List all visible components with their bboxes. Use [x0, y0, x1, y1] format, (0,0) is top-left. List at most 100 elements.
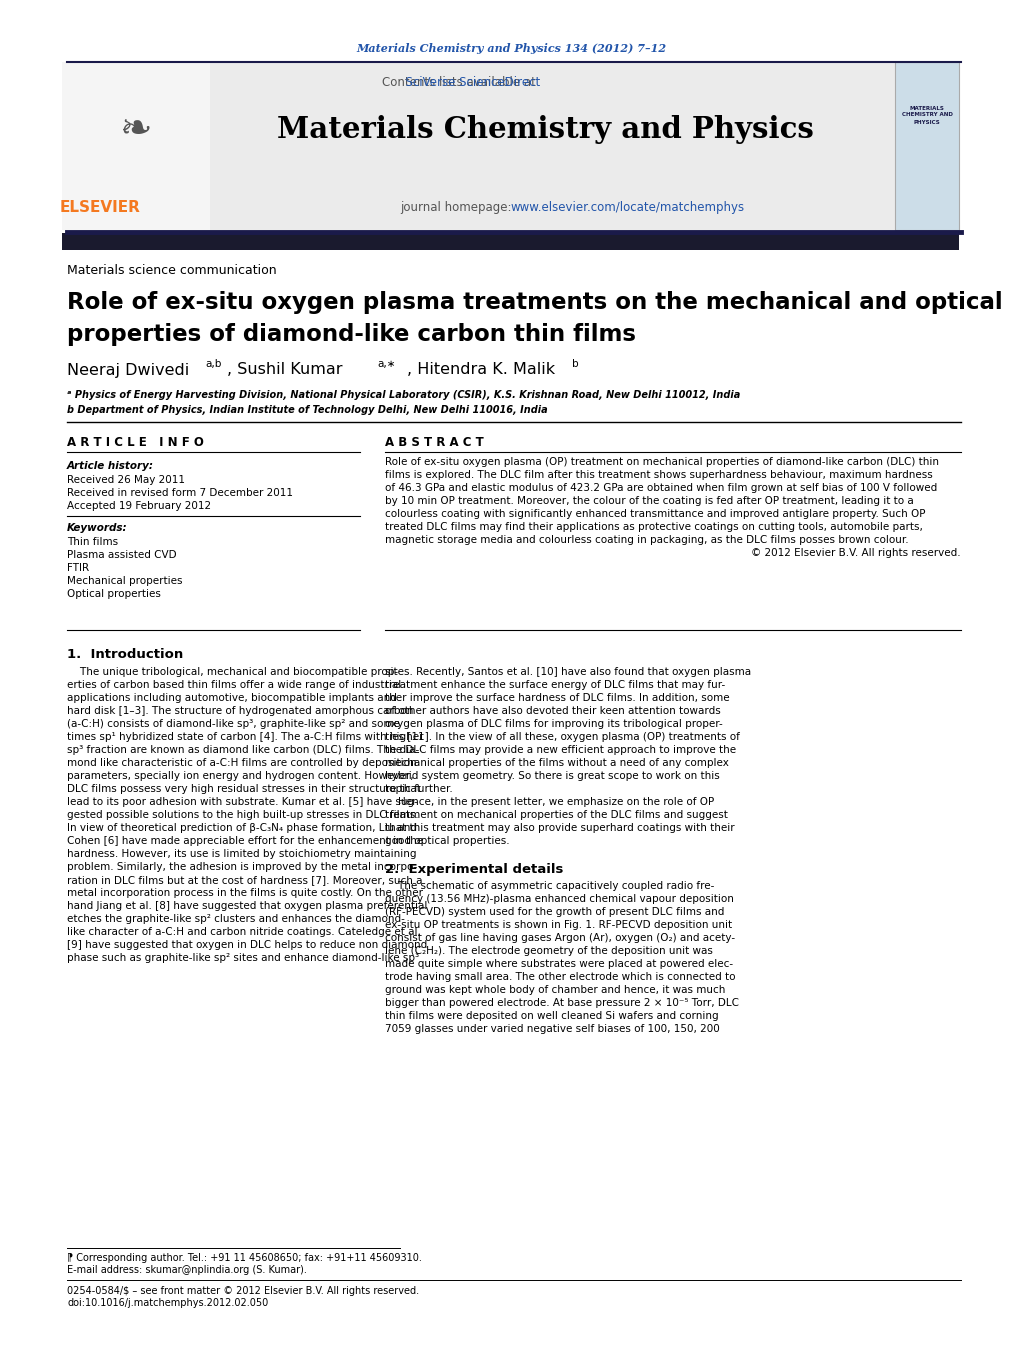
Text: sp³ fraction are known as diamond like carbon (DLC) films. The dia-: sp³ fraction are known as diamond like c… [67, 744, 420, 755]
Text: ground was kept whole body of chamber and hence, it was much: ground was kept whole body of chamber an… [385, 985, 725, 994]
Text: FTIR: FTIR [67, 563, 89, 573]
Text: hardness. However, its use is limited by stoichiometry maintaining: hardness. However, its use is limited by… [67, 848, 417, 859]
Text: by 10 min OP treatment. Moreover, the colour of the coating is fed after OP trea: by 10 min OP treatment. Moreover, the co… [385, 496, 914, 507]
Text: magnetic storage media and colourless coating in packaging, as the DLC films pos: magnetic storage media and colourless co… [385, 535, 909, 544]
Text: colourless coating with significantly enhanced transmittance and improved antigl: colourless coating with significantly en… [385, 509, 925, 519]
Text: made quite simple where substrates were placed at powered elec-: made quite simple where substrates were … [385, 959, 733, 969]
Text: b: b [572, 359, 579, 369]
Text: ties [11]. In the view of all these, oxygen plasma (OP) treatments of: ties [11]. In the view of all these, oxy… [385, 732, 740, 742]
Bar [895, 62, 959, 230]
Text: journal homepage:: journal homepage: [400, 200, 516, 213]
Text: , Hitendra K. Malik: , Hitendra K. Malik [407, 362, 555, 377]
Text: treated DLC films may find their applications as protective coatings on cutting : treated DLC films may find their applica… [385, 521, 923, 532]
Text: ᵃ Physics of Energy Harvesting Division, National Physical Laboratory (CSIR), K.: ᵃ Physics of Energy Harvesting Division,… [67, 390, 740, 400]
Text: topic further.: topic further. [385, 784, 452, 794]
Text: Neeraj Dwivedi: Neeraj Dwivedi [67, 362, 189, 377]
Text: hybrid system geometry. So there is great scope to work on this: hybrid system geometry. So there is grea… [385, 771, 720, 781]
Text: hard disk [1–3]. The structure of hydrogenated amorphous carbon: hard disk [1–3]. The structure of hydrog… [67, 707, 414, 716]
Text: oxygen plasma of DLC films for improving its tribological proper-: oxygen plasma of DLC films for improving… [385, 719, 723, 730]
Text: times sp¹ hybridized state of carbon [4]. The a-C:H films with higher: times sp¹ hybridized state of carbon [4]… [67, 732, 424, 742]
Text: etches the graphite-like sp² clusters and enhances the diamond-: etches the graphite-like sp² clusters an… [67, 915, 405, 924]
Text: Materials science communication: Materials science communication [67, 263, 277, 277]
Text: MATERIALS
CHEMISTRY AND
PHYSICS: MATERIALS CHEMISTRY AND PHYSICS [902, 105, 953, 124]
Text: bigger than powered electrode. At base pressure 2 × 10⁻⁵ Torr, DLC: bigger than powered electrode. At base p… [385, 998, 739, 1008]
Text: SciVerse ScienceDirect: SciVerse ScienceDirect [293, 76, 540, 89]
Text: www.elsevier.com/locate/matchemphys: www.elsevier.com/locate/matchemphys [510, 200, 744, 213]
Text: consist of gas line having gases Argon (Ar), oxygen (O₂) and acety-: consist of gas line having gases Argon (… [385, 934, 735, 943]
Text: Mechanical properties: Mechanical properties [67, 576, 183, 586]
Text: Accepted 19 February 2012: Accepted 19 February 2012 [67, 501, 211, 511]
Text: 7059 glasses under varied negative self biases of 100, 150, 200: 7059 glasses under varied negative self … [385, 1024, 720, 1034]
Text: quency (13.56 MHz)-plasma enhanced chemical vapour deposition: quency (13.56 MHz)-plasma enhanced chemi… [385, 894, 734, 904]
Text: Keywords:: Keywords: [67, 523, 128, 534]
Text: the DLC films may provide a new efficient approach to improve the: the DLC films may provide a new efficien… [385, 744, 736, 755]
Bar [62, 62, 210, 230]
Text: Cohen [6] have made appreciable effort for the enhancement in the: Cohen [6] have made appreciable effort f… [67, 836, 423, 846]
Text: thin films were deposited on well cleaned Si wafers and corning: thin films were deposited on well cleane… [385, 1011, 719, 1021]
Text: films is explored. The DLC film after this treatment shows superhardness behavio: films is explored. The DLC film after th… [385, 470, 933, 480]
Text: problem. Similarly, the adhesion is improved by the metal incorpo-: problem. Similarly, the adhesion is impr… [67, 862, 418, 871]
Text: Received in revised form 7 December 2011: Received in revised form 7 December 2011 [67, 488, 293, 499]
Text: doi:10.1016/j.matchemphys.2012.02.050: doi:10.1016/j.matchemphys.2012.02.050 [67, 1298, 269, 1308]
Text: 2.  Experimental details: 2. Experimental details [385, 863, 564, 877]
Text: like character of a-C:H and carbon nitride coatings. Cateledge et al.: like character of a-C:H and carbon nitri… [67, 927, 421, 938]
Text: properties of diamond-like carbon thin films: properties of diamond-like carbon thin f… [67, 323, 636, 346]
Text: mechanical properties of the films without a need of any complex: mechanical properties of the films witho… [385, 758, 729, 767]
Text: Optical properties: Optical properties [67, 589, 161, 598]
Text: ❧: ❧ [119, 111, 152, 149]
Text: Article history:: Article history: [67, 461, 154, 471]
Text: that this treatment may also provide superhard coatings with their: that this treatment may also provide sup… [385, 823, 735, 834]
Text: trode having small area. The other electrode which is connected to: trode having small area. The other elect… [385, 971, 735, 982]
Text: A R T I C L E   I N F O: A R T I C L E I N F O [67, 435, 204, 449]
Text: (RF-PECVD) system used for the growth of present DLC films and: (RF-PECVD) system used for the growth of… [385, 907, 724, 917]
Text: ration in DLC films but at the cost of hardness [7]. Moreover, such a: ration in DLC films but at the cost of h… [67, 875, 423, 885]
Text: ELSEVIER: ELSEVIER [59, 200, 141, 215]
Text: a,∗: a,∗ [377, 359, 395, 369]
Text: metal incorporation process in the films is quite costly. On the other: metal incorporation process in the films… [67, 888, 423, 898]
Text: parameters, specially ion energy and hydrogen content. However,: parameters, specially ion energy and hyd… [67, 771, 414, 781]
Text: applications including automotive, biocompatible implants and: applications including automotive, bioco… [67, 693, 397, 703]
Bar [62, 232, 959, 250]
Text: gested possible solutions to the high built-up stresses in DLC films.: gested possible solutions to the high bu… [67, 811, 419, 820]
Text: Received 26 May 2011: Received 26 May 2011 [67, 476, 185, 485]
Text: Hence, in the present letter, we emphasize on the role of OP: Hence, in the present letter, we emphasi… [385, 797, 715, 807]
Text: b Department of Physics, Indian Institute of Technology Delhi, New Delhi 110016,: b Department of Physics, Indian Institut… [67, 405, 547, 415]
Text: a,b: a,b [205, 359, 222, 369]
Text: Materials Chemistry and Physics 134 (2012) 7–12: Materials Chemistry and Physics 134 (201… [356, 42, 666, 54]
Text: phase such as graphite-like sp² sites and enhance diamond-like sp³: phase such as graphite-like sp² sites an… [67, 952, 420, 963]
Text: ⁋ Corresponding author. Tel.: +91 11 45608650; fax: +91+11 45609310.: ⁋ Corresponding author. Tel.: +91 11 456… [67, 1252, 422, 1263]
Text: treatment on mechanical properties of the DLC films and suggest: treatment on mechanical properties of th… [385, 811, 728, 820]
Text: © 2012 Elsevier B.V. All rights reserved.: © 2012 Elsevier B.V. All rights reserved… [751, 549, 961, 558]
Text: [9] have suggested that oxygen in DLC helps to reduce non diamond: [9] have suggested that oxygen in DLC he… [67, 940, 427, 950]
Text: lead to its poor adhesion with substrate. Kumar et al. [5] have sug-: lead to its poor adhesion with substrate… [67, 797, 418, 807]
Text: DLC films possess very high residual stresses in their structure that: DLC films possess very high residual str… [67, 784, 421, 794]
Text: (a-C:H) consists of diamond-like sp³, graphite-like sp² and some: (a-C:H) consists of diamond-like sp³, gr… [67, 719, 400, 730]
Text: Role of ex-situ oxygen plasma (OP) treatment on mechanical properties of diamond: Role of ex-situ oxygen plasma (OP) treat… [385, 457, 939, 467]
Text: In view of theoretical prediction of β-C₃N₄ phase formation, Liu and: In view of theoretical prediction of β-C… [67, 823, 417, 834]
Text: ther improve the surface hardness of DLC films. In addition, some: ther improve the surface hardness of DLC… [385, 693, 730, 703]
Bar [210, 62, 880, 230]
Text: lene (C₂H₂). The electrode geometry of the deposition unit was: lene (C₂H₂). The electrode geometry of t… [385, 946, 713, 957]
Text: , Sushil Kumar: , Sushil Kumar [227, 362, 342, 377]
Text: good optical properties.: good optical properties. [385, 836, 509, 846]
Text: A B S T R A C T: A B S T R A C T [385, 435, 484, 449]
Text: Thin films: Thin films [67, 536, 118, 547]
Text: The schematic of asymmetric capacitively coupled radio fre-: The schematic of asymmetric capacitively… [385, 881, 715, 892]
Text: ex-situ OP treatments is shown in Fig. 1. RF-PECVD deposition unit: ex-situ OP treatments is shown in Fig. 1… [385, 920, 732, 929]
Text: of other authors have also devoted their keen attention towards: of other authors have also devoted their… [385, 707, 721, 716]
Text: Contents lists available at: Contents lists available at [383, 76, 540, 89]
Text: E-mail address: skumar@nplindia.org (S. Kumar).: E-mail address: skumar@nplindia.org (S. … [67, 1265, 307, 1275]
Text: Plasma assisted CVD: Plasma assisted CVD [67, 550, 177, 561]
Text: Materials Chemistry and Physics: Materials Chemistry and Physics [277, 115, 814, 145]
Text: of 46.3 GPa and elastic modulus of 423.2 GPa are obtained when film grown at sel: of 46.3 GPa and elastic modulus of 423.2… [385, 484, 937, 493]
Text: erties of carbon based thin films offer a wide range of industrial: erties of carbon based thin films offer … [67, 680, 401, 690]
Text: treatment enhance the surface energy of DLC films that may fur-: treatment enhance the surface energy of … [385, 680, 725, 690]
Text: The unique tribological, mechanical and biocompatible prop-: The unique tribological, mechanical and … [67, 667, 398, 677]
Text: Role of ex-situ oxygen plasma treatments on the mechanical and optical: Role of ex-situ oxygen plasma treatments… [67, 290, 1003, 313]
Text: 0254-0584/$ – see front matter © 2012 Elsevier B.V. All rights reserved.: 0254-0584/$ – see front matter © 2012 El… [67, 1286, 420, 1296]
Text: 1.  Introduction: 1. Introduction [67, 647, 183, 661]
Text: mond like characteristic of a-C:H films are controlled by deposition: mond like characteristic of a-C:H films … [67, 758, 417, 767]
Text: hand Jiang et al. [8] have suggested that oxygen plasma preferential: hand Jiang et al. [8] have suggested tha… [67, 901, 428, 911]
Bar [62, 62, 959, 230]
Text: sites. Recently, Santos et al. [10] have also found that oxygen plasma: sites. Recently, Santos et al. [10] have… [385, 667, 751, 677]
